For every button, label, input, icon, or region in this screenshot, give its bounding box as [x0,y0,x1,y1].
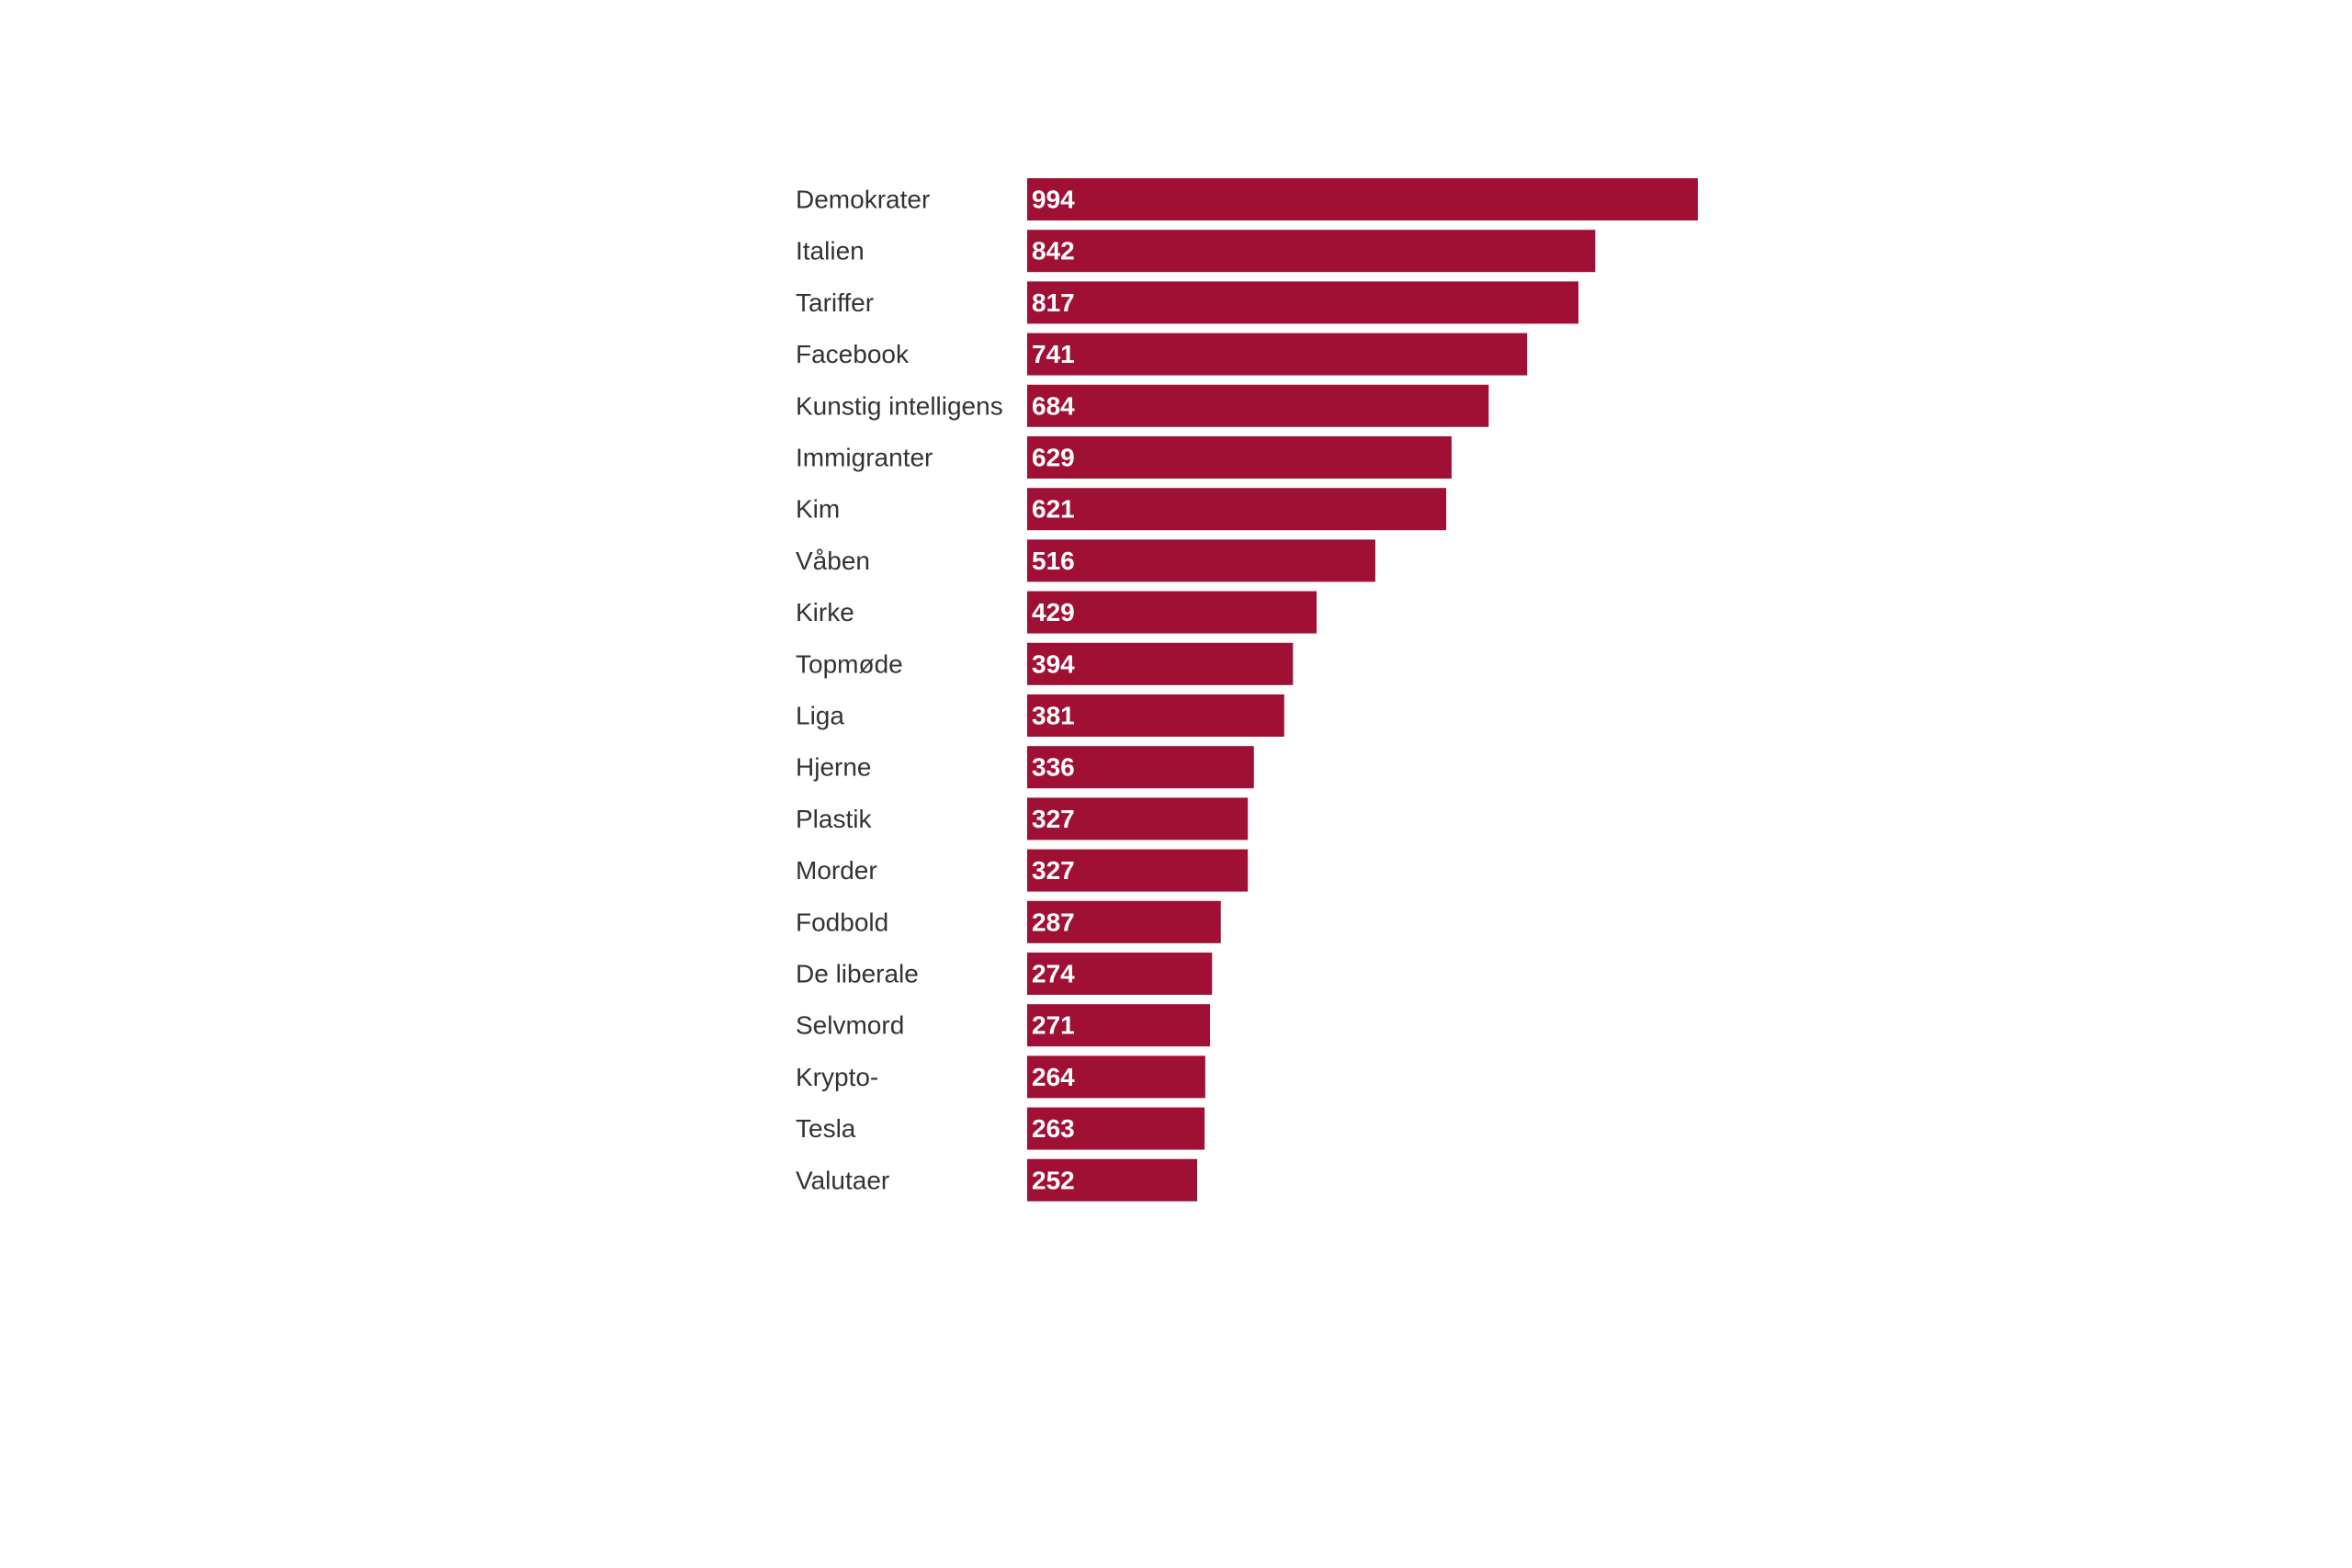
value-label: 741 [1032,340,1075,368]
category-label: Våben [796,547,870,575]
value-label: 381 [1032,702,1075,730]
bar [1027,591,1317,634]
category-label: Selvmord [796,1011,904,1040]
category-label: Valutaer [796,1166,889,1194]
value-label: 274 [1032,960,1075,988]
bar [1027,178,1698,220]
value-label: 327 [1032,805,1075,833]
value-label: 994 [1032,186,1075,214]
category-labels: Demokrater Italien Tariffer Facebook Kunstig… [796,186,1003,1195]
category-label: Tesla [796,1114,856,1143]
value-label: 287 [1032,908,1075,936]
category-label: Plastik [796,805,872,833]
category-label: Fodbold [796,908,888,936]
category-label: Immigranter [796,444,933,472]
bar [1027,1004,1211,1047]
bar [1027,539,1375,582]
value-label: 842 [1032,237,1075,265]
category-label: Topmøde [796,649,903,678]
category-label: Kirke [796,598,854,626]
category-label: Italien [796,237,865,265]
category-label: Kim [796,495,840,524]
category-label: Liga [796,702,844,730]
category-label: Kunstig intelligens [796,391,1003,420]
category-label: De liberale [796,960,919,988]
bar [1027,488,1447,531]
value-label: 817 [1032,288,1075,317]
category-label: Demokrater [796,186,930,214]
value-label: 684 [1032,391,1075,420]
category-label: Morder [796,856,877,885]
value-label: 516 [1032,547,1075,575]
bar [1027,1055,1205,1099]
bar [1027,384,1489,427]
bar [1027,953,1213,995]
value-label: 271 [1032,1011,1075,1040]
category-label: Krypto- [796,1063,878,1091]
bar [1027,746,1254,789]
category-label: Facebook [796,340,910,368]
bar [1027,642,1294,685]
value-label: 629 [1032,444,1075,472]
bar [1027,900,1221,943]
bar [1027,1107,1205,1150]
value-label: 429 [1032,598,1075,626]
value-label: 263 [1032,1114,1075,1143]
bar [1027,333,1528,376]
value-label: 336 [1032,753,1075,782]
value-label: 252 [1032,1166,1075,1194]
bar [1027,230,1596,273]
bar [1027,1158,1198,1201]
bar [1027,849,1249,892]
value-label: 621 [1032,495,1075,524]
category-label: Hjerne [796,753,871,782]
bar [1027,281,1579,324]
bars [1027,178,1698,1201]
value-labels: 994 842 817 741 684 629 621 516 429 394 381 336 327 3… [1032,186,1075,1195]
bar [1027,694,1284,737]
category-label: Tariffer [796,288,874,317]
value-label: 327 [1032,856,1075,885]
value-label: 264 [1032,1063,1075,1091]
value-label: 394 [1032,649,1075,678]
bar [1027,436,1452,479]
bar [1027,797,1249,840]
